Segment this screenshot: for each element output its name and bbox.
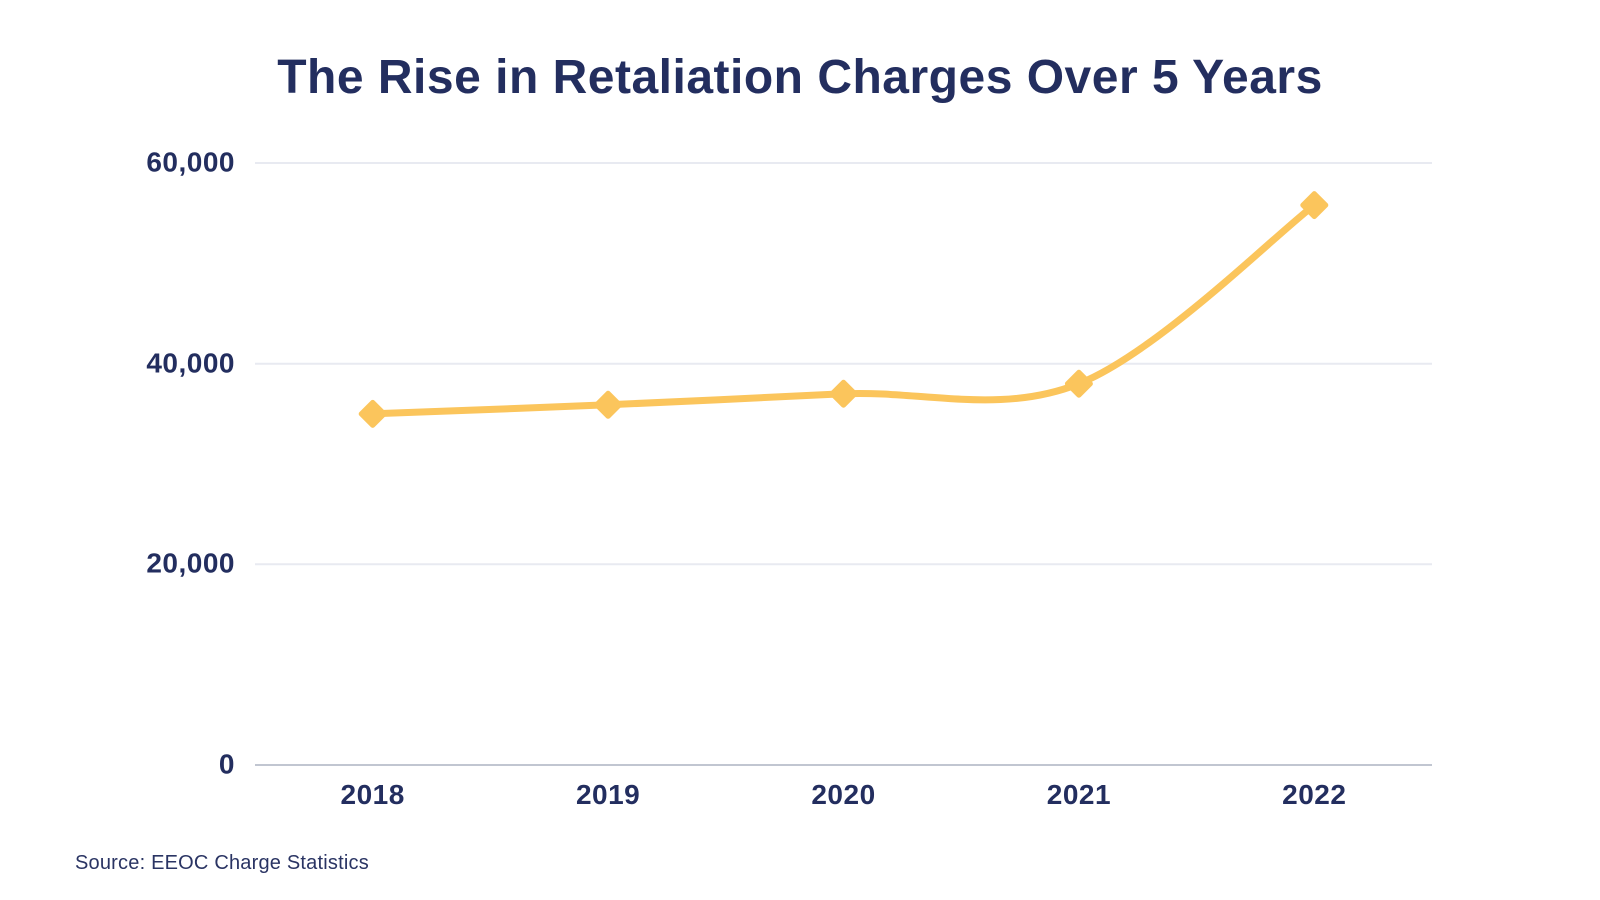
y-axis-tick-label: 40,000 — [146, 347, 235, 379]
data-point-marker-2020 — [829, 379, 858, 408]
x-axis-tick-label: 2020 — [811, 779, 876, 810]
source-note: Source: EEOC Charge Statistics — [75, 852, 369, 874]
data-point-marker-2021 — [1064, 369, 1093, 398]
y-axis-tick-label: 20,000 — [146, 547, 235, 579]
y-axis-tick-label: 0 — [218, 748, 235, 780]
x-axis-tick-label: 2018 — [340, 779, 405, 810]
x-axis-tick-label: 2021 — [1046, 779, 1112, 810]
chart-title: The Rise in Retaliation Charges Over 5 Y… — [277, 51, 1323, 104]
x-axis-tick-label: 2019 — [575, 779, 641, 810]
x-axis-tick-label: 2022 — [1282, 779, 1347, 810]
data-point-marker-2019 — [594, 390, 623, 419]
data-point-marker-2018 — [358, 399, 387, 428]
y-axis-tick-label: 60,000 — [146, 146, 235, 178]
data-point-marker-2022 — [1300, 191, 1329, 220]
